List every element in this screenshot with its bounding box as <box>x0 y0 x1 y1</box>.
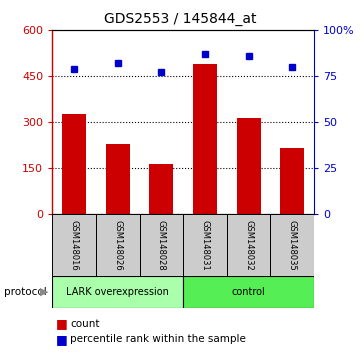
Text: GSM148026: GSM148026 <box>113 220 122 270</box>
Bar <box>62 114 86 214</box>
Text: protocol: protocol <box>4 287 46 297</box>
Text: percentile rank within the sample: percentile rank within the sample <box>70 334 246 344</box>
Text: GSM148028: GSM148028 <box>157 220 166 270</box>
Bar <box>193 64 217 214</box>
Text: ■: ■ <box>56 333 68 346</box>
Text: GDS2553 / 145844_at: GDS2553 / 145844_at <box>104 12 257 27</box>
Bar <box>270 214 314 276</box>
Bar <box>149 164 173 214</box>
Text: GSM148032: GSM148032 <box>244 220 253 270</box>
Bar <box>96 214 140 276</box>
Bar <box>106 144 130 214</box>
Bar <box>52 214 96 276</box>
Text: control: control <box>232 287 265 297</box>
Bar <box>280 148 304 214</box>
Bar <box>140 214 183 276</box>
Text: ■: ■ <box>56 318 68 330</box>
Bar <box>237 118 261 214</box>
Text: GSM148035: GSM148035 <box>288 220 297 270</box>
Bar <box>183 214 227 276</box>
Bar <box>227 214 270 276</box>
Text: GSM148031: GSM148031 <box>200 220 209 270</box>
Text: LARK overexpression: LARK overexpression <box>66 287 169 297</box>
Text: count: count <box>70 319 100 329</box>
Bar <box>52 276 183 308</box>
Text: ▶: ▶ <box>40 287 49 297</box>
Text: GSM148016: GSM148016 <box>70 220 79 270</box>
Bar <box>183 276 314 308</box>
